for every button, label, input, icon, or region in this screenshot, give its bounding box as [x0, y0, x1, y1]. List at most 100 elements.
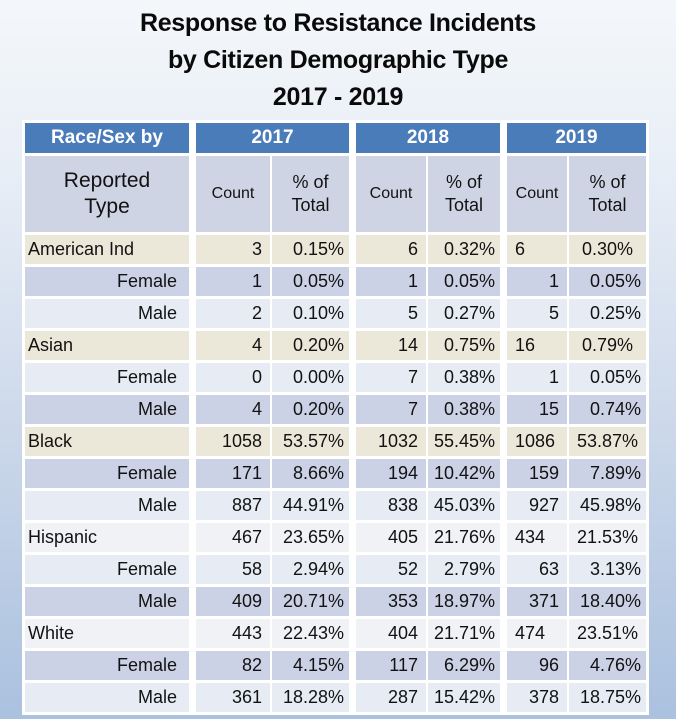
cell-2019-pct: 23.51%: [569, 619, 646, 648]
table-row: Black 1058 53.57% 1032 55.45% 1086 53.87%: [25, 427, 646, 456]
cell-2019-pct: 3.13%: [569, 555, 646, 584]
column-gap: [191, 299, 194, 328]
pct-header-2017: % of Total: [272, 156, 349, 232]
cell-2017-count: 4: [196, 395, 270, 424]
year-header-2019: 2019: [507, 123, 646, 153]
cell-2017-count: 4: [196, 331, 270, 360]
column-gap: [351, 267, 354, 296]
cell-2019-count: 1: [507, 267, 567, 296]
column-gap: [502, 491, 505, 520]
cell-2018-count: 838: [356, 491, 426, 520]
cell-2019-count: 96: [507, 651, 567, 680]
title-line-1: Response to Resistance Incidents: [139, 9, 537, 37]
table-row: Hispanic 467 23.65% 405 21.76% 434 21.53%: [25, 523, 646, 552]
cell-2017-pct: 0.20%: [272, 395, 349, 424]
table-row: Female 58 2.94% 52 2.79% 63 3.13%: [25, 555, 646, 584]
column-gap: [502, 555, 505, 584]
row-label: Female: [25, 363, 189, 392]
cell-2018-count: 7: [356, 363, 426, 392]
cell-2017-pct: 18.28%: [272, 683, 349, 712]
cell-2017-pct: 0.05%: [272, 267, 349, 296]
cell-2018-pct: 21.71%: [428, 619, 500, 648]
column-gap: [502, 395, 505, 424]
cell-2019-count: 434: [507, 523, 567, 552]
table-row: American Ind 3 0.15% 6 0.32% 6 0.30%: [25, 235, 646, 264]
cell-2019-count: 1086: [507, 427, 567, 456]
cell-2018-count: 117: [356, 651, 426, 680]
cell-2018-pct: 55.45%: [428, 427, 500, 456]
table-row: Asian 4 0.20% 14 0.75% 16 0.79%: [25, 331, 646, 360]
cell-2019-count: 927: [507, 491, 567, 520]
column-gap: [191, 587, 194, 616]
cell-2017-pct: 44.91%: [272, 491, 349, 520]
column-gap: [502, 427, 505, 456]
cell-2019-count: 5: [507, 299, 567, 328]
column-gap: [351, 395, 354, 424]
column-gap: [351, 683, 354, 712]
cell-2017-count: 171: [196, 459, 270, 488]
cell-2018-pct: 0.38%: [428, 363, 500, 392]
table-header-row-years: Race/Sex by 2017 2018 2019: [25, 123, 646, 153]
table-row: Male 887 44.91% 838 45.03% 927 45.98%: [25, 491, 646, 520]
cell-2019-pct: 0.25%: [569, 299, 646, 328]
cell-2017-count: 58: [196, 555, 270, 584]
cell-2018-pct: 0.27%: [428, 299, 500, 328]
cell-2019-count: 378: [507, 683, 567, 712]
column-gap: [351, 363, 354, 392]
cell-2017-pct: 0.00%: [272, 363, 349, 392]
row-label: Hispanic: [25, 523, 189, 552]
cell-2018-pct: 21.76%: [428, 523, 500, 552]
column-gap: [502, 587, 505, 616]
column-gap: [191, 363, 194, 392]
row-label: Female: [25, 651, 189, 680]
cell-2017-pct: 22.43%: [272, 619, 349, 648]
column-gap: [502, 459, 505, 488]
column-gap: [191, 523, 194, 552]
column-gap: [351, 459, 354, 488]
cell-2017-count: 1: [196, 267, 270, 296]
cell-2017-pct: 0.20%: [272, 331, 349, 360]
row-group-header-line1: Reported: [63, 169, 151, 192]
cell-2019-count: 474: [507, 619, 567, 648]
cell-2019-pct: 0.74%: [569, 395, 646, 424]
column-gap: [502, 683, 505, 712]
column-gap: [191, 683, 194, 712]
cell-2017-pct: 23.65%: [272, 523, 349, 552]
cell-2019-count: 159: [507, 459, 567, 488]
row-label: Female: [25, 267, 189, 296]
cell-2018-count: 194: [356, 459, 426, 488]
cell-2019-pct: 53.87%: [569, 427, 646, 456]
column-gap: [191, 555, 194, 584]
data-table: Race/Sex by 2017 2018 2019 Reported Type…: [22, 120, 649, 715]
column-gap: [191, 331, 194, 360]
cell-2019-pct: 18.75%: [569, 683, 646, 712]
column-gap: [351, 619, 354, 648]
row-label: Male: [25, 395, 189, 424]
row-label: Female: [25, 555, 189, 584]
cell-2018-pct: 45.03%: [428, 491, 500, 520]
column-gap: [502, 235, 505, 264]
cell-2019-pct: 7.89%: [569, 459, 646, 488]
column-gap: [502, 331, 505, 360]
table-row: Male 361 18.28% 287 15.42% 378 18.75%: [25, 683, 646, 712]
row-label: Male: [25, 299, 189, 328]
title-line-2: by Citizen Demographic Type: [167, 46, 509, 74]
column-gap: [502, 267, 505, 296]
table-row: Male 409 20.71% 353 18.97% 371 18.40%: [25, 587, 646, 616]
cell-2018-count: 6: [356, 235, 426, 264]
column-gap: [351, 331, 354, 360]
page-title: Response to Resistance Incidents by Citi…: [0, 0, 676, 116]
cell-2017-count: 1058: [196, 427, 270, 456]
cell-2018-count: 404: [356, 619, 426, 648]
row-label: Black: [25, 427, 189, 456]
row-label: Female: [25, 459, 189, 488]
column-gap: [351, 491, 354, 520]
cell-2017-count: 887: [196, 491, 270, 520]
cell-2018-count: 14: [356, 331, 426, 360]
column-gap: [502, 651, 505, 680]
table-row: Male 4 0.20% 7 0.38% 15 0.74%: [25, 395, 646, 424]
column-gap: [351, 555, 354, 584]
cell-2018-count: 287: [356, 683, 426, 712]
cell-2018-count: 353: [356, 587, 426, 616]
column-gap: [351, 523, 354, 552]
